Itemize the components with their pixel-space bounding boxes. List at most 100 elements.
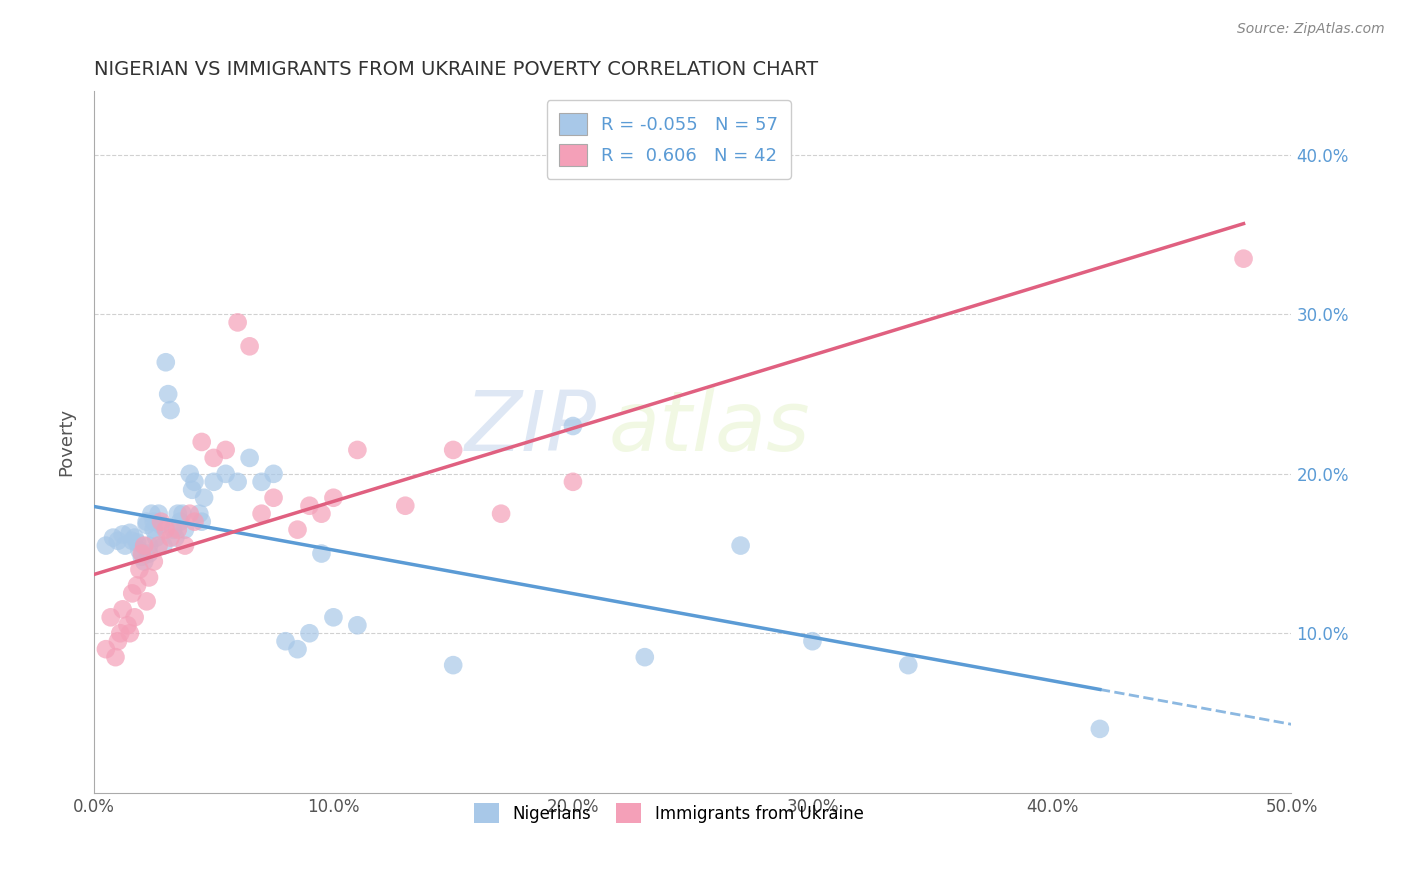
- Point: [441, 658, 464, 673]
- Point: [165, 531, 187, 545]
- Point: [128, 543, 150, 558]
- Point: [730, 539, 752, 553]
- Point: [152, 539, 174, 553]
- Text: ZIP: ZIP: [465, 387, 598, 468]
- Point: [202, 450, 225, 465]
- Point: [124, 531, 146, 545]
- Point: [263, 467, 285, 481]
- Point: [114, 539, 136, 553]
- Point: [897, 658, 920, 673]
- Point: [121, 533, 143, 548]
- Point: [138, 539, 160, 553]
- Point: [155, 355, 177, 369]
- Point: [174, 523, 197, 537]
- Point: [141, 507, 163, 521]
- Point: [104, 650, 127, 665]
- Point: [142, 555, 165, 569]
- Point: [107, 533, 129, 548]
- Point: [148, 539, 170, 553]
- Point: [193, 491, 215, 505]
- Point: [157, 387, 180, 401]
- Point: [159, 531, 181, 545]
- Point: [311, 547, 333, 561]
- Point: [131, 547, 153, 561]
- Point: [169, 515, 191, 529]
- Point: [148, 507, 170, 521]
- Point: [111, 602, 134, 616]
- Point: [188, 507, 211, 521]
- Point: [214, 467, 236, 481]
- Point: [162, 523, 184, 537]
- Point: [138, 570, 160, 584]
- Point: [183, 515, 205, 529]
- Point: [94, 539, 117, 553]
- Point: [142, 523, 165, 537]
- Y-axis label: Poverty: Poverty: [58, 408, 75, 476]
- Point: [181, 483, 204, 497]
- Point: [239, 339, 262, 353]
- Point: [134, 539, 156, 553]
- Point: [561, 475, 583, 489]
- Point: [118, 525, 141, 540]
- Point: [489, 507, 512, 521]
- Point: [128, 562, 150, 576]
- Point: [311, 507, 333, 521]
- Point: [226, 475, 249, 489]
- Text: atlas: atlas: [609, 387, 810, 468]
- Point: [179, 467, 201, 481]
- Text: Source: ZipAtlas.com: Source: ZipAtlas.com: [1237, 22, 1385, 37]
- Point: [346, 442, 368, 457]
- Point: [561, 419, 583, 434]
- Point: [346, 618, 368, 632]
- Point: [135, 594, 157, 608]
- Point: [287, 642, 309, 657]
- Point: [134, 555, 156, 569]
- Point: [159, 403, 181, 417]
- Point: [250, 507, 273, 521]
- Point: [190, 515, 212, 529]
- Point: [239, 450, 262, 465]
- Point: [214, 442, 236, 457]
- Point: [101, 531, 124, 545]
- Point: [121, 586, 143, 600]
- Point: [183, 475, 205, 489]
- Point: [131, 549, 153, 564]
- Point: [226, 315, 249, 329]
- Point: [125, 578, 148, 592]
- Point: [1088, 722, 1111, 736]
- Point: [441, 442, 464, 457]
- Legend: Nigerians, Immigrants from Ukraine: Nigerians, Immigrants from Ukraine: [464, 793, 873, 833]
- Point: [166, 523, 188, 537]
- Point: [322, 610, 344, 624]
- Point: [202, 475, 225, 489]
- Point: [145, 531, 167, 545]
- Point: [274, 634, 297, 648]
- Point: [250, 475, 273, 489]
- Text: NIGERIAN VS IMMIGRANTS FROM UKRAINE POVERTY CORRELATION CHART: NIGERIAN VS IMMIGRANTS FROM UKRAINE POVE…: [94, 60, 818, 78]
- Point: [172, 507, 194, 521]
- Point: [394, 499, 416, 513]
- Point: [125, 535, 148, 549]
- Point: [100, 610, 122, 624]
- Point: [150, 515, 173, 529]
- Point: [135, 515, 157, 529]
- Point: [110, 626, 132, 640]
- Point: [801, 634, 824, 648]
- Point: [298, 499, 321, 513]
- Point: [138, 547, 160, 561]
- Point: [179, 507, 201, 521]
- Point: [118, 626, 141, 640]
- Point: [322, 491, 344, 505]
- Point: [298, 626, 321, 640]
- Point: [190, 434, 212, 449]
- Point: [124, 610, 146, 624]
- Point: [287, 523, 309, 537]
- Point: [94, 642, 117, 657]
- Point: [135, 517, 157, 532]
- Point: [166, 507, 188, 521]
- Point: [174, 539, 197, 553]
- Point: [1232, 252, 1254, 266]
- Point: [117, 618, 139, 632]
- Point: [111, 527, 134, 541]
- Point: [150, 517, 173, 532]
